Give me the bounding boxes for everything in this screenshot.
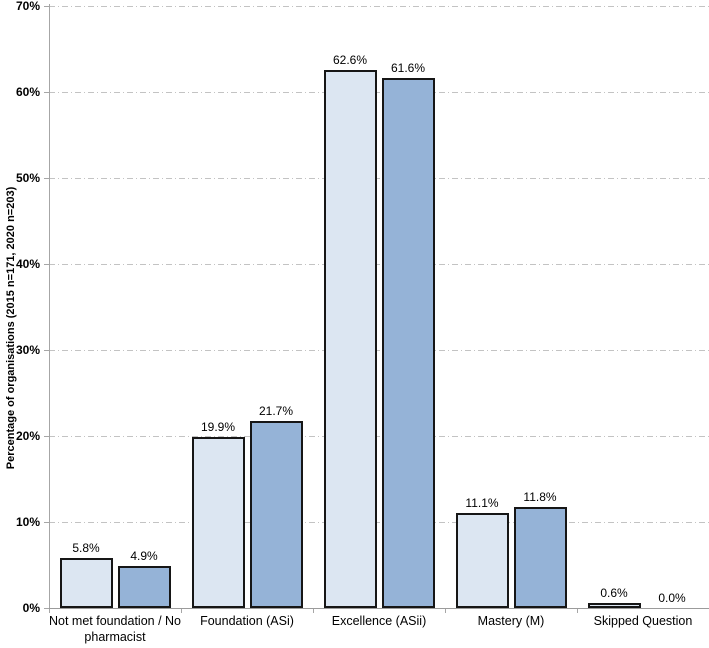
x-tick-mark (49, 608, 50, 613)
y-tick-mark (44, 178, 49, 179)
y-tick-label: 10% (15, 515, 40, 529)
value-label: 5.8% (72, 541, 100, 555)
value-label: 21.7% (258, 404, 294, 418)
value-label: 11.8% (523, 490, 557, 504)
value-label: 4.9% (130, 549, 158, 563)
bar (249, 421, 303, 608)
bar (587, 603, 641, 608)
y-tick-mark (44, 6, 49, 7)
value-label: 0.0% (658, 591, 686, 605)
category-label: Foundation (ASi) (200, 614, 294, 628)
y-tick-label: 40% (15, 257, 40, 271)
value-label: 11.1% (465, 496, 499, 510)
gridline (49, 435, 709, 437)
gridline (49, 521, 709, 523)
x-tick-mark (313, 608, 314, 613)
y-tick-mark (44, 522, 49, 523)
y-tick-mark (44, 436, 49, 437)
gridline (49, 177, 709, 179)
x-tick-mark (181, 608, 182, 613)
y-tick-label: 70% (15, 0, 40, 13)
x-tick-mark (577, 608, 578, 613)
category-label: Not met foundation / No pharmacist (48, 614, 182, 644)
x-axis-line (49, 608, 709, 609)
bar (455, 513, 509, 608)
y-tick-mark (44, 608, 49, 609)
y-tick-mark (44, 350, 49, 351)
y-tick-mark (44, 264, 49, 265)
y-tick-mark (44, 92, 49, 93)
bar (191, 437, 245, 608)
y-tick-label: 50% (15, 171, 40, 185)
y-tick-label: 60% (15, 85, 40, 99)
value-label: 19.9% (200, 420, 236, 434)
gridline (49, 5, 709, 7)
y-tick-label: 30% (15, 343, 40, 357)
y-tick-label: 20% (15, 429, 40, 443)
gridline (49, 349, 709, 351)
category-label: Mastery (M) (477, 614, 545, 628)
value-label: 62.6% (332, 53, 368, 67)
x-tick-mark (445, 608, 446, 613)
y-axis-line (49, 4, 50, 608)
gridline (49, 263, 709, 265)
bar (513, 507, 567, 608)
bar (59, 558, 113, 608)
y-tick-label: 0% (22, 601, 40, 615)
gridline (49, 91, 709, 93)
category-label: Skipped Question (593, 614, 693, 628)
bar (323, 70, 377, 608)
bar (117, 566, 171, 608)
bar (381, 78, 435, 608)
value-label: 61.6% (390, 61, 426, 75)
category-label: Excellence (ASii) (331, 614, 427, 628)
value-label: 0.6% (600, 586, 628, 600)
